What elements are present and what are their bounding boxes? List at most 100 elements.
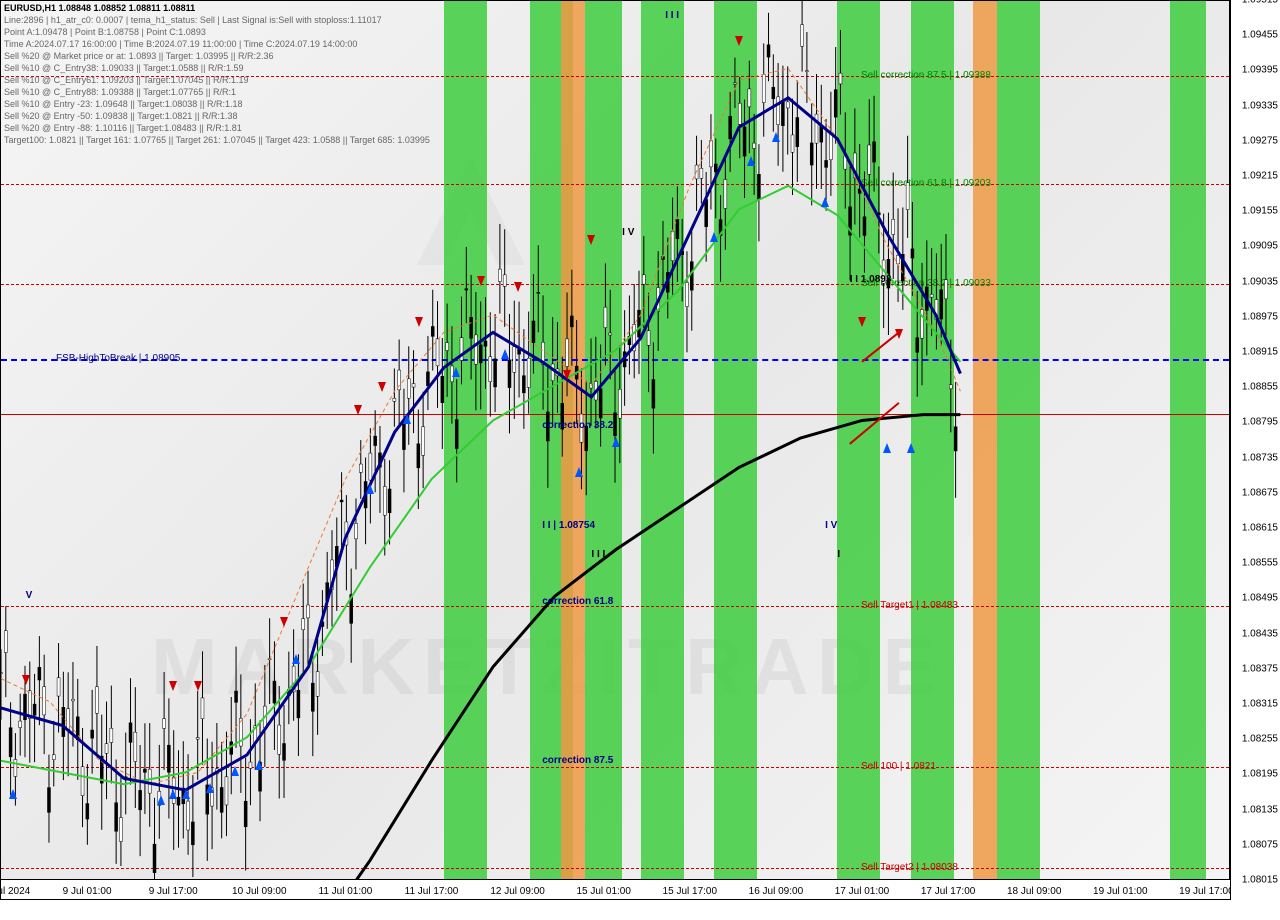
arrow-down-icon (477, 276, 485, 286)
info-line: Sell %10 @ C_Entry61: 1.09203 || Target:… (4, 75, 248, 85)
y-axis: 1.095151.094551.093951.093351.092751.092… (1230, 0, 1280, 900)
arrow-down-icon (22, 675, 30, 685)
y-tick: 1.08015 (1242, 875, 1278, 886)
y-tick: 1.09035 (1242, 276, 1278, 287)
line-label: FSB-HighToBreak | 1.08905 (56, 353, 180, 364)
chart-area[interactable]: MARKETZITRADE 1.08905FSB-HighToBreak | 1… (0, 0, 1230, 900)
info-line: Sell %20 @ Entry -88: 1.10116 || Target:… (4, 123, 242, 133)
wave-label: correction 61.8 (542, 596, 613, 607)
session-band-orange (561, 1, 586, 879)
arrow-up-icon (292, 654, 300, 664)
arrow-up-icon (403, 414, 411, 424)
arrow-up-icon (575, 467, 583, 477)
arrow-down-icon (280, 617, 288, 627)
x-axis: 8 Jul 20249 Jul 01:009 Jul 17:0010 Jul 0… (1, 879, 1231, 899)
wave-label: correction 87.5 (542, 755, 613, 766)
session-band-green (837, 1, 880, 879)
wave-label: V (26, 590, 33, 601)
price-line (1, 359, 1229, 361)
session-band-green (444, 1, 487, 879)
info-line: Line:2896 | h1_atr_c0: 0.0007 | tema_h1_… (4, 15, 382, 25)
wave-label: I I I (591, 549, 605, 560)
arrow-up-icon (747, 156, 755, 166)
y-tick: 1.09215 (1242, 171, 1278, 182)
arrow-up-icon (231, 766, 239, 776)
y-tick: 1.09395 (1242, 65, 1278, 76)
line-label: Sell Target1 | 1.08483 (861, 600, 958, 611)
y-tick: 1.08495 (1242, 593, 1278, 604)
info-line: Point A:1.09478 | Point B:1.08758 | Poin… (4, 27, 206, 37)
arrow-down-icon (587, 235, 595, 245)
price-line (1, 414, 1229, 415)
wave-label: correction 38.2 (542, 420, 613, 431)
session-band-green (641, 1, 684, 879)
chart-title: EURUSD,H1 1.08848 1.08852 1.08811 1.0881… (4, 3, 195, 13)
info-line: Sell %20 @ Entry -50: 1.09838 || Target:… (4, 111, 237, 121)
info-line: Sell %10 @ C_Entry88: 1.09388 || Target:… (4, 87, 236, 97)
arrow-up-icon (157, 795, 165, 805)
wave-label: I I I (665, 10, 679, 21)
x-tick: 19 Jul 17:00 (1179, 886, 1234, 897)
line-label: Sell 100 | 1.0821 (861, 761, 936, 772)
x-tick: 12 Jul 09:00 (490, 886, 545, 897)
y-tick: 1.08255 (1242, 734, 1278, 745)
price-line (1, 606, 1229, 607)
y-tick: 1.09275 (1242, 135, 1278, 146)
y-tick: 1.08075 (1242, 839, 1278, 850)
arrow-up-icon (710, 232, 718, 242)
y-tick: 1.09095 (1242, 241, 1278, 252)
y-tick: 1.08135 (1242, 804, 1278, 815)
y-tick: 1.08675 (1242, 487, 1278, 498)
arrow-down-icon (735, 36, 743, 46)
x-tick: 15 Jul 17:00 (663, 886, 718, 897)
y-tick: 1.08855 (1242, 382, 1278, 393)
wave-label: I V (622, 227, 634, 238)
arrow-down-icon (194, 681, 202, 691)
line-label: Sell correction 87.5 | 1.09388 (861, 70, 991, 81)
session-band-green (911, 1, 954, 879)
y-tick: 1.08555 (1242, 558, 1278, 569)
y-tick: 1.09455 (1242, 30, 1278, 41)
session-band-green (1170, 1, 1207, 879)
y-tick: 1.08795 (1242, 417, 1278, 428)
arrow-up-icon (206, 783, 214, 793)
arrow-up-icon (366, 484, 374, 494)
x-tick: 19 Jul 01:00 (1093, 886, 1148, 897)
x-tick: 17 Jul 17:00 (921, 886, 976, 897)
price-line (1, 284, 1229, 285)
y-tick: 1.08735 (1242, 452, 1278, 463)
info-line: Time A:2024.07.17 16:00:00 | Time B:2024… (4, 39, 357, 49)
arrow-up-icon (772, 132, 780, 142)
y-tick: 1.08435 (1242, 628, 1278, 639)
arrow-down-icon (415, 317, 423, 327)
session-band-green (714, 1, 757, 879)
y-tick: 1.08375 (1242, 663, 1278, 674)
x-tick: 16 Jul 09:00 (749, 886, 804, 897)
x-tick: 17 Jul 01:00 (835, 886, 890, 897)
arrow-up-icon (883, 443, 891, 453)
wave-label: I V (825, 520, 837, 531)
x-tick: 9 Jul 17:00 (149, 886, 198, 897)
arrow-up-icon (501, 349, 509, 359)
price-line (1, 868, 1229, 869)
y-tick: 1.08195 (1242, 769, 1278, 780)
y-tick: 1.08915 (1242, 347, 1278, 358)
y-tick: 1.08615 (1242, 523, 1278, 534)
y-tick: 1.09515 (1242, 0, 1278, 6)
x-tick: 15 Jul 01:00 (576, 886, 631, 897)
line-label: Sell Target2 | 1.08038 (861, 862, 958, 873)
session-band-orange (973, 1, 998, 879)
arrow-down-icon (354, 405, 362, 415)
arrow-down-icon (563, 370, 571, 380)
x-tick: 10 Jul 09:00 (232, 886, 287, 897)
x-tick: 11 Jul 01:00 (319, 886, 373, 897)
session-band-green (997, 1, 1040, 879)
info-line: Sell %10 @ Entry -23: 1.09648 || Target:… (4, 99, 242, 109)
arrow-up-icon (255, 760, 263, 770)
arrow-up-icon (821, 197, 829, 207)
arrow-down-icon (378, 382, 386, 392)
y-tick: 1.08975 (1242, 311, 1278, 322)
arrow-down-icon (895, 329, 903, 339)
y-tick: 1.09155 (1242, 206, 1278, 217)
info-line: Sell %10 @ C_Entry38: 1.09033 || Target:… (4, 63, 243, 73)
